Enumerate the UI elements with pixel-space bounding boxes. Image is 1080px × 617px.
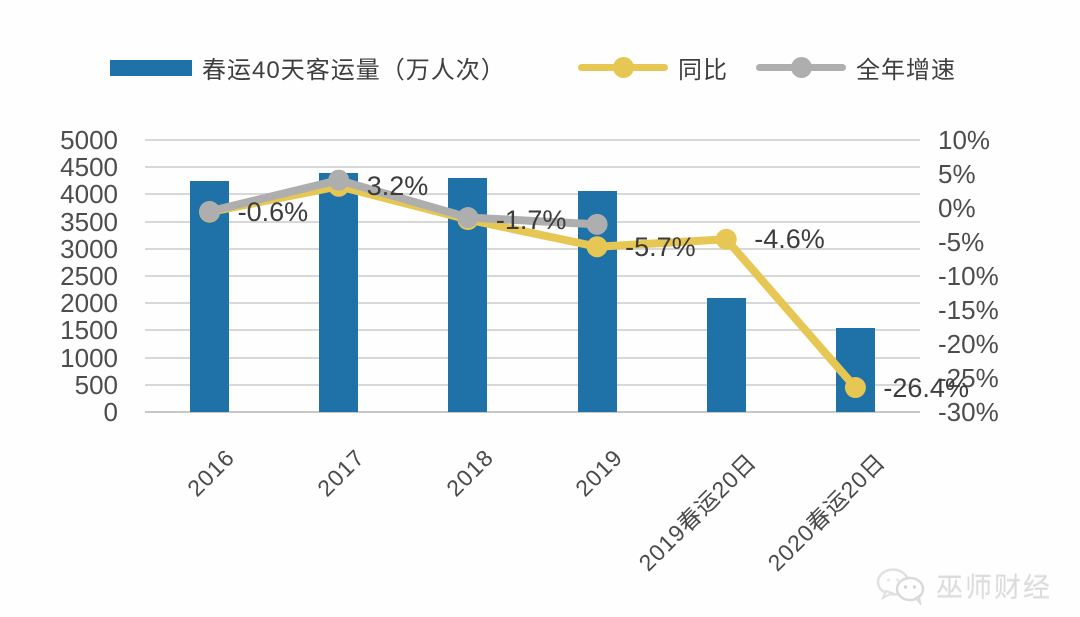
yoy-series-swatch xyxy=(578,50,668,84)
x-axis-label-2018: 2018 xyxy=(440,444,499,502)
legend-label-yoy: 同比 xyxy=(678,56,728,84)
y-axis-tick-right: 0% xyxy=(938,193,976,223)
x-axis-label-2019春运20日: 2019春运20日 xyxy=(633,448,761,577)
y-axis-tick-left: 1000 xyxy=(60,342,118,373)
x-axis-label-2017: 2017 xyxy=(311,444,370,502)
legend-label-passenger-volume: 春运40天客运量（万人次） xyxy=(202,56,506,84)
y-axis-tick-left: 2500 xyxy=(60,261,118,291)
legend-item-yoy: 同比 xyxy=(578,50,728,84)
gridline xyxy=(145,275,920,277)
y-axis-tick-left: 4000 xyxy=(60,179,118,210)
legend: 春运40天客运量（万人次） 同比 全年增速 xyxy=(0,50,1080,84)
y-axis-tick-left: 3000 xyxy=(60,233,118,264)
bar-2020春运20日 xyxy=(835,327,875,412)
data-label-2019春运20日: -4.6% xyxy=(754,224,825,255)
wechat-logo-icon xyxy=(876,567,928,606)
data-label-2020春运20日: -26.4% xyxy=(883,372,969,403)
gridline xyxy=(145,356,920,359)
data-label-2019: -5.7% xyxy=(625,231,696,262)
legend-item-passenger-volume: 春运40天客运量（万人次） xyxy=(110,50,506,84)
y-axis-tick-left: 500 xyxy=(74,369,118,400)
y-axis-tick-left: 5000 xyxy=(60,125,118,155)
gridline xyxy=(145,166,920,169)
bar-series-swatch xyxy=(110,60,192,76)
x-axis-label-2019: 2019 xyxy=(570,444,628,502)
y-axis-tick-left: 0 xyxy=(103,397,118,427)
legend-label-annual-growth: 全年增速 xyxy=(856,56,956,84)
bar-2019 xyxy=(577,191,617,412)
y-axis-tick-right: -20% xyxy=(938,329,999,359)
data-label-2017: 3.2% xyxy=(366,171,429,202)
data-label-2016: -0.6% xyxy=(237,197,309,228)
bar-2017 xyxy=(319,173,359,412)
x-axis-label-2016: 2016 xyxy=(182,444,240,502)
watermark-text: 巫师财经 xyxy=(936,573,1052,603)
y-axis-tick-right: -15% xyxy=(938,295,999,325)
y-axis-tick-right: -5% xyxy=(938,227,985,257)
gridline xyxy=(145,383,920,386)
bar-2016 xyxy=(190,180,230,412)
y-axis-tick-right: 10% xyxy=(938,125,991,155)
bar-2018 xyxy=(448,178,488,412)
y-axis-tick-left: 3500 xyxy=(60,206,118,237)
bar-2019春运20日 xyxy=(706,298,746,412)
watermark: 巫师财经 xyxy=(876,566,1052,606)
annual-growth-series-swatch xyxy=(756,50,846,84)
y-axis-tick-left: 2000 xyxy=(60,288,118,319)
yoy-point xyxy=(715,228,737,250)
y-axis-tick-right: 5% xyxy=(938,159,976,189)
gridline xyxy=(145,411,920,413)
gridline xyxy=(145,193,920,196)
gridline xyxy=(145,329,920,332)
data-label-2018: -1.7% xyxy=(495,204,567,235)
y-axis-tick-right: -30% xyxy=(938,397,999,427)
legend-item-annual-growth: 全年增速 xyxy=(756,50,956,84)
y-axis-tick-left: 1500 xyxy=(60,315,118,346)
x-axis-label-2020春运20日: 2020春运20日 xyxy=(762,448,891,577)
y-axis-tick-right: -10% xyxy=(938,261,999,291)
y-axis-tick-left: 4500 xyxy=(60,152,118,183)
y-axis-tick-right: -25% xyxy=(938,363,999,393)
gridline xyxy=(145,139,920,141)
gridline xyxy=(145,302,920,305)
